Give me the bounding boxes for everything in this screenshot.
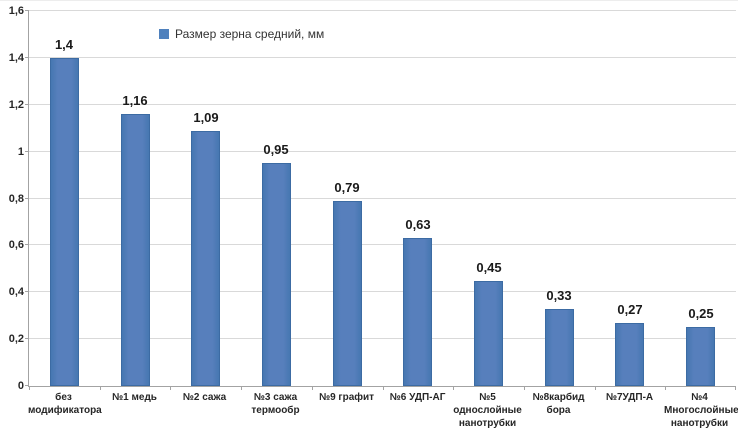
category-label: №9 графит [318,392,375,403]
category-label: №5 однослойные нанотрубки [453,392,522,429]
y-axis-tick [25,338,29,340]
category-label: №3 сажа термообр [251,392,300,416]
gridline [29,291,736,293]
bar [474,281,503,386]
legend: Размер зерна средний, мм [159,27,324,41]
y-axis-tick [25,10,29,11]
gridline [29,338,736,340]
bar-value-label: 0,95 [263,142,289,157]
bar [50,58,79,386]
x-axis-tick [524,386,525,390]
gridline [29,10,736,11]
bar-value-label: 0,33 [546,288,572,303]
category-label: №4 Многослойные нанотрубки [664,392,738,429]
y-tick-label: 0,8 [8,192,24,205]
category-label: №7УДП-А [605,392,654,403]
y-axis-tick [25,150,29,152]
bar-value-label: 0,79 [334,180,360,195]
y-tick-label: 0,6 [8,239,24,252]
bar-value-label: 1,16 [122,93,148,108]
x-axis-tick [595,386,596,390]
x-axis-tick [453,386,454,390]
y-tick-label: 1,4 [8,51,24,64]
category-label: №2 сажа [182,392,227,403]
y-axis-tick [25,291,29,293]
y-axis-tick [25,197,29,199]
x-axis-tick [665,386,666,390]
y-axis-tick [25,385,29,386]
category-label: №6 УДП-АГ [389,392,446,403]
gridline [29,244,736,246]
x-axis-tick [312,386,313,390]
y-tick-label: 1 [17,145,24,158]
bar [403,238,432,386]
gridline [29,56,736,58]
category-label: №8карбид бора [532,392,585,416]
bar [333,201,362,386]
y-tick-label: 0,4 [8,286,24,299]
gridline [29,103,736,105]
bar [262,163,291,386]
y-tick-label: 0,2 [8,333,24,346]
bar-value-label: 1,09 [193,110,219,125]
bar [121,114,150,386]
category-label: №1 медь [112,392,157,403]
bar [191,131,220,386]
gridline [29,197,736,199]
bar-value-label: 0,25 [688,306,714,321]
y-axis-tick [25,56,29,58]
bar [686,327,715,386]
plot-area: Размер зерна средний, мм 1,4 1,16 1,09 0,95… [25,10,736,390]
x-axis-tick [735,386,736,390]
y-axis-tick [25,244,29,246]
category-label: без модификатора [28,392,102,416]
bar [545,309,574,386]
legend-series-label: Размер зерна средний, мм [175,27,325,41]
y-tick-label: 1,2 [8,98,24,111]
y-tick-label: 0 [17,380,24,392]
bar-value-label: 0,45 [476,260,502,275]
y-tick-label: 1,6 [8,5,24,17]
x-axis-tick [29,386,30,390]
y-axis-tick [25,103,29,105]
bar-value-label: 0,27 [617,302,643,317]
gridline [29,150,736,152]
bar-value-label: 1,4 [54,37,74,52]
legend-series-marker-icon [159,29,169,39]
x-axis-tick [170,386,171,390]
x-axis-tick [383,386,384,390]
bar-value-label: 0,63 [405,217,431,232]
x-axis-tick [241,386,242,390]
bar [615,323,644,386]
x-axis-tick [100,386,101,390]
